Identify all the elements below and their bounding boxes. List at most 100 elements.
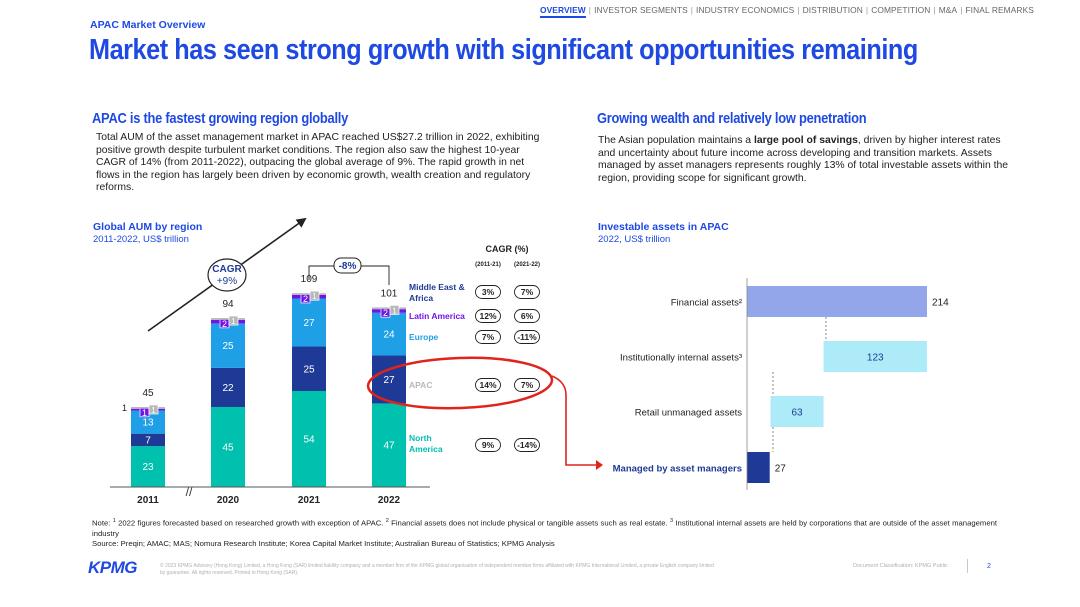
cagr-bubble-label: CAGR: [212, 264, 242, 275]
cagr-value-apac-2: 7%: [521, 380, 534, 390]
waterfall-value-retail-unmanaged-assets: 63: [791, 408, 803, 419]
cagr-value-middle-east-africa-1: 3%: [482, 287, 495, 297]
nav-item-competition[interactable]: COMPETITION: [871, 5, 931, 15]
cagr-pill: [475, 285, 501, 299]
cagr-pill: [514, 378, 540, 392]
nav-item-m-a[interactable]: M&A: [938, 5, 958, 15]
bar-value-label: 1: [231, 317, 236, 326]
cagr-value-apac-1: 14%: [479, 380, 496, 390]
waterfall-bar-retail-unmanaged-assets: [770, 396, 824, 427]
section-nav: OVERVIEW | INVESTOR SEGMENTS | INDUSTRY ECON…: [540, 5, 1034, 18]
nav-item-investor-segments[interactable]: INVESTOR SEGMENTS: [594, 5, 688, 15]
page-kicker: APAC Market Overview: [90, 19, 206, 31]
cagr-pill: [514, 438, 540, 452]
yoy-bubble: [333, 257, 362, 274]
yoy-change-label: -8%: [339, 261, 357, 272]
waterfall-bar-managed-by-asset-managers: [747, 452, 770, 483]
page-number: 2: [987, 563, 991, 570]
bar-value-label: 2: [303, 294, 308, 304]
waterfall-bar-institutionally-internal-assets: [823, 341, 927, 372]
nav-item-final-remarks[interactable]: FINAL REMARKS: [965, 5, 1034, 15]
nav-item-industry-economics[interactable]: INDUSTRY ECONOMICS: [696, 5, 795, 15]
bar-segment-middle-east-africa-2020: [211, 318, 245, 320]
cagr-pill: [475, 378, 501, 392]
region-label-europe: Europe: [409, 332, 439, 342]
bar-segment-europe-2011: [131, 410, 165, 434]
highlight-connector: [551, 375, 596, 466]
bar-segment-apac-2011: [131, 433, 165, 447]
left-section-body: Total AUM of the asset management market…: [96, 132, 540, 194]
aum-chart-title: Global AUM by region: [93, 221, 203, 233]
cagr-pill: [475, 438, 501, 452]
cagr-table-title: CAGR (%): [486, 244, 529, 254]
nav-separator: |: [588, 5, 592, 15]
bar-value-label: 54: [303, 434, 315, 445]
bar-value-label: 1: [312, 292, 317, 301]
waterfall-value-institutionally-internal-assets: 123: [867, 353, 884, 364]
x-tick-2011: 2011: [137, 495, 159, 506]
footer-divider: [967, 559, 968, 573]
bar-segment-north-america-2022: [372, 403, 406, 487]
bar-value-label: 1: [392, 306, 397, 315]
bar-segment-apac-2022: [372, 355, 406, 404]
nav-separator: |: [933, 5, 936, 15]
small-segment-box: [228, 315, 239, 326]
bar-total-2011: 45: [142, 388, 154, 399]
bar-value-label: 13: [142, 418, 154, 429]
bar-segment-north-america-2011: [131, 446, 165, 487]
cagr-pill: [475, 309, 501, 323]
cagr-value-north-america-2: -14%: [517, 440, 537, 450]
bar-value-label: 25: [222, 341, 234, 352]
source-line: Source: Preqin; AMAC; MAS; Nomura Resear…: [92, 538, 555, 548]
cagr-value-middle-east-africa-2: 7%: [521, 287, 534, 297]
cagr-pill: [475, 330, 501, 344]
bar-value-label: 23: [142, 462, 154, 473]
cagr-value-europe-2: -11%: [517, 332, 537, 342]
bar-segment-middle-east-africa-2021: [292, 293, 326, 295]
waterfall-category-managed-by-asset-managers: Managed by asset managers: [613, 464, 742, 475]
region-label-middle-east-africa-2: Africa: [409, 293, 433, 303]
region-label-middle-east-africa-1: Middle East &: [409, 282, 465, 292]
bar-segment-europe-2020: [211, 323, 245, 368]
bar-value-label: 25: [303, 364, 315, 375]
small-segment-box: [148, 404, 159, 415]
page-title: Market has seen strong growth with signi…: [89, 34, 918, 66]
cagr-value-europe-1: 7%: [482, 332, 495, 342]
small-segment-box: [309, 290, 320, 301]
waterfall-category-institutionally-internal-assets: Institutionally internal assets³: [620, 353, 742, 364]
bar-value-label: 47: [383, 441, 395, 452]
bar-segment-north-america-2021: [292, 390, 326, 487]
cagr-value-north-america-1: 9%: [482, 440, 495, 450]
waterfall-value-managed-by-asset-managers: 27: [775, 464, 787, 475]
document-classification: Document Classification: KPMG Public: [853, 563, 948, 569]
cagr-col-header-1: (2011-21): [475, 262, 501, 268]
bar-segment-europe-2021: [292, 298, 326, 347]
bar-value-label: 45: [222, 442, 234, 453]
nav-item-distribution[interactable]: DISTRIBUTION: [802, 5, 863, 15]
cagr-value-latin-america-2: 6%: [521, 311, 534, 321]
bar-value-label: 2: [222, 319, 227, 329]
waterfall-category-financial-assets: Financial assets²: [671, 298, 742, 309]
nav-item-overview[interactable]: OVERVIEW: [540, 5, 586, 18]
cagr-pill: [514, 285, 540, 299]
left-section-heading: APAC is the fastest growing region globa…: [92, 110, 349, 127]
bar-segment-apac-2021: [292, 346, 326, 391]
highlight-arrowhead: [596, 460, 603, 470]
x-tick-2022: 2022: [378, 495, 401, 506]
bar-value-outside-label: 1: [122, 403, 127, 413]
cagr-pill: [514, 309, 540, 323]
waterfall-bar-financial-assets: [747, 286, 927, 317]
apac-highlight-ellipse: [366, 356, 554, 410]
region-label-north-america-2: America: [409, 444, 443, 454]
x-tick-2020: 2020: [217, 495, 240, 506]
cagr-pill: [514, 330, 540, 344]
bar-value-label: 22: [222, 383, 234, 394]
legal-text: © 2023 KPMG Advisory (Hong Kong) Limited…: [160, 563, 714, 576]
bar-value-label: 27: [303, 318, 315, 329]
bar-total-2020: 94: [222, 299, 234, 310]
investable-chart-subtitle: 2022, US$ trillion: [598, 234, 671, 245]
bar-segment-north-america-2020: [211, 406, 245, 487]
cagr-col-header-2: (2021-22): [514, 262, 540, 268]
